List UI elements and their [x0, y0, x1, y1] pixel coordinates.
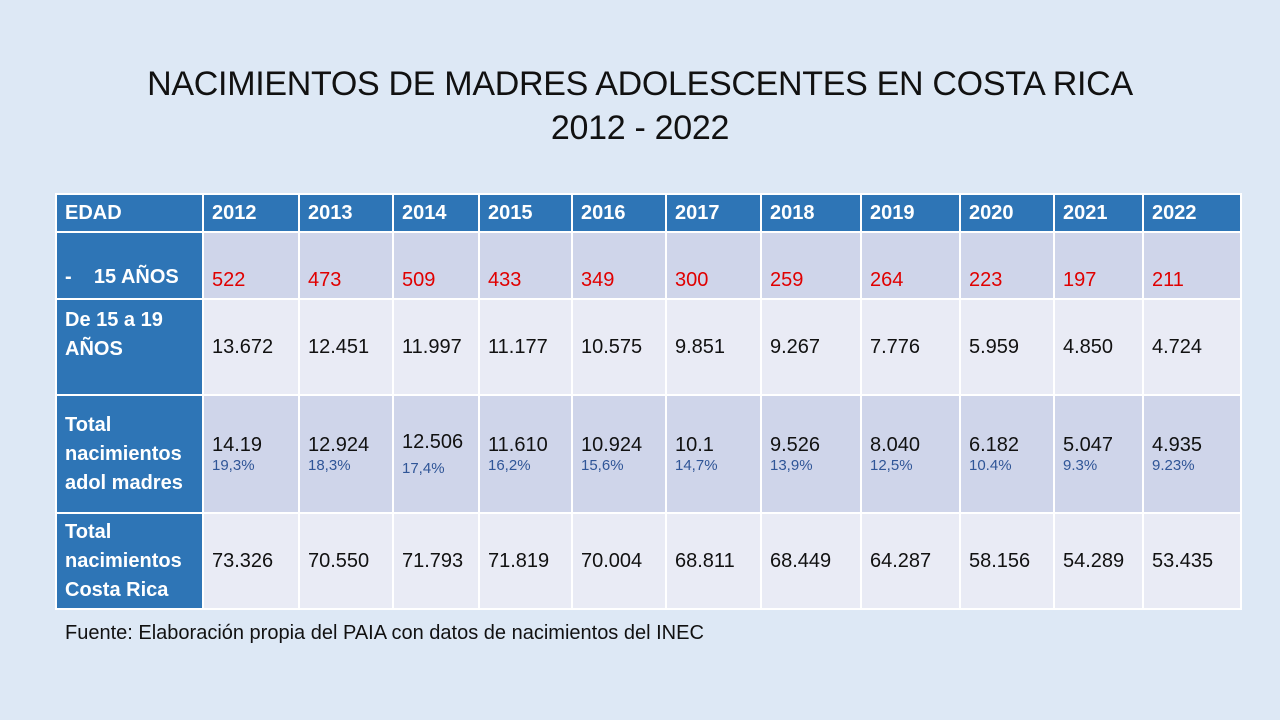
table-cell: 73.326 — [202, 512, 300, 610]
cell-percentage: 17,4% — [402, 459, 445, 477]
table-cell: 9.851 — [665, 298, 762, 396]
row-label: De 15 a 19 AÑOS — [55, 298, 204, 396]
table-cell: 264 — [860, 231, 961, 300]
header-cell-year: 2016 — [571, 193, 667, 233]
table-cell: 58.156 — [959, 512, 1055, 610]
table-cell: 10.575 — [571, 298, 667, 396]
row-label: Total nacimientos Costa Rica — [55, 512, 204, 610]
table-cell: 12.451 — [298, 298, 394, 396]
cell-percentage: 10.4% — [969, 456, 1012, 474]
table-row-total-costa-rica: Total nacimientos Costa Rica 73.326 70.5… — [55, 512, 1242, 610]
header-cell-year: 2022 — [1142, 193, 1242, 233]
header-cell-year: 2014 — [392, 193, 480, 233]
cell-value: 8.040 — [870, 433, 921, 456]
table-cell: 11.610 16,2% — [478, 394, 573, 514]
table-cell: 6.182 10.4% — [959, 394, 1055, 514]
cell-percentage: 18,3% — [308, 456, 351, 474]
title-line-2: 2012 - 2022 — [550, 109, 730, 147]
cell-value: 5.047 — [1063, 433, 1114, 456]
cell-value: 12.924 — [308, 433, 370, 456]
cell-value: 11.610 — [488, 433, 548, 456]
header-cell-year: 2015 — [478, 193, 573, 233]
table-cell: 71.793 — [392, 512, 480, 610]
table-cell: 349 — [571, 231, 667, 300]
table-cell: 9.526 13,9% — [760, 394, 862, 514]
table-cell: 9.267 — [760, 298, 862, 396]
row-label: - 15 AÑOS — [55, 231, 204, 300]
table-cell: 12.924 18,3% — [298, 394, 394, 514]
cell-value: 4.935 — [1152, 433, 1203, 456]
table-cell: 197 — [1053, 231, 1144, 300]
table-cell: 259 — [760, 231, 862, 300]
table-cell: 64.287 — [860, 512, 961, 610]
header-cell-year: 2017 — [665, 193, 762, 233]
header-row: EDAD 2012 2013 2014 2015 2016 2017 2018 … — [55, 193, 1242, 233]
table-cell: 68.811 — [665, 512, 762, 610]
cell-value: 12.506 — [402, 430, 464, 453]
table-row-total-adolescent: Total nacimientos adol madres 14.19 19,3… — [55, 394, 1242, 514]
table-cell: 5.047 9.3% — [1053, 394, 1144, 514]
table-row-under-15: - 15 AÑOS 522 473 509 433 349 300 259 26… — [55, 231, 1242, 300]
births-table: EDAD 2012 2013 2014 2015 2016 2017 2018 … — [55, 193, 1242, 610]
table-cell: 10.924 15,6% — [571, 394, 667, 514]
table-cell: 509 — [392, 231, 480, 300]
table-cell: 473 — [298, 231, 394, 300]
table-cell: 54.289 — [1053, 512, 1144, 610]
table-cell: 8.040 12,5% — [860, 394, 961, 514]
table-cell: 433 — [478, 231, 573, 300]
title-line-1: NACIMIENTOS DE MADRES ADOLESCENTES EN CO… — [147, 65, 1133, 103]
table-cell: 70.004 — [571, 512, 667, 610]
table-cell: 4.724 — [1142, 298, 1242, 396]
header-cell-year: 2020 — [959, 193, 1055, 233]
cell-percentage: 16,2% — [488, 456, 531, 474]
table-cell: 70.550 — [298, 512, 394, 610]
header-cell-year: 2019 — [860, 193, 961, 233]
cell-percentage: 13,9% — [770, 456, 813, 474]
page-title: NACIMIENTOS DE MADRES ADOLESCENTES EN CO… — [0, 62, 1280, 150]
table-cell: 7.776 — [860, 298, 961, 396]
cell-percentage: 9.3% — [1063, 456, 1098, 474]
table-cell: 13.672 — [202, 298, 300, 396]
table-cell: 11.997 — [392, 298, 480, 396]
table-cell: 211 — [1142, 231, 1242, 300]
table-cell: 14.19 19,3% — [202, 394, 300, 514]
header-cell-year: 2018 — [760, 193, 862, 233]
table-cell: 68.449 — [760, 512, 862, 610]
table-cell: 522 — [202, 231, 300, 300]
source-note: Fuente: Elaboración propia del PAIA con … — [65, 622, 704, 644]
table-cell: 300 — [665, 231, 762, 300]
table-cell: 5.959 — [959, 298, 1055, 396]
header-cell-year: 2013 — [298, 193, 394, 233]
cell-value: 14.19 — [212, 433, 263, 456]
row-label: Total nacimientos adol madres — [55, 394, 204, 514]
table-cell: 71.819 — [478, 512, 573, 610]
header-cell-edad: EDAD — [55, 193, 204, 233]
table-cell: 12.506 17,4% — [392, 394, 480, 514]
cell-value: 9.526 — [770, 433, 821, 456]
cell-value: 6.182 — [969, 433, 1020, 456]
table-row-15-to-19: De 15 a 19 AÑOS 13.672 12.451 11.997 11.… — [55, 298, 1242, 396]
cell-percentage: 12,5% — [870, 456, 913, 474]
table-cell: 11.177 — [478, 298, 573, 396]
cell-value: 10.1 — [675, 433, 714, 456]
table-cell: 4.850 — [1053, 298, 1144, 396]
table-cell: 4.935 9.23% — [1142, 394, 1242, 514]
cell-value: 10.924 — [581, 433, 643, 456]
table-cell: 223 — [959, 231, 1055, 300]
table-cell: 10.1 14,7% — [665, 394, 762, 514]
table-cell: 53.435 — [1142, 512, 1242, 610]
cell-percentage: 19,3% — [212, 456, 255, 474]
header-cell-year: 2012 — [202, 193, 300, 233]
cell-percentage: 15,6% — [581, 456, 624, 474]
header-cell-year: 2021 — [1053, 193, 1144, 233]
cell-percentage: 9.23% — [1152, 456, 1195, 474]
cell-percentage: 14,7% — [675, 456, 718, 474]
